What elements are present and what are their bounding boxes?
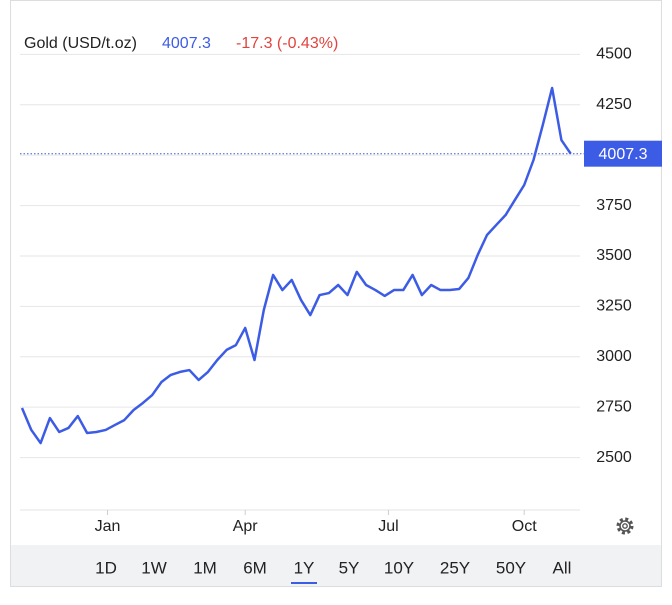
last-price-box — [584, 140, 662, 167]
frame — [10, 0, 662, 587]
y-tick-label: 2500 — [596, 449, 632, 466]
range-button[interactable]: 1Y — [294, 558, 315, 577]
instrument-title: Gold (USD/t.oz) — [24, 35, 137, 52]
x-tick-label: Jul — [378, 518, 398, 535]
range-button[interactable]: 25Y — [440, 558, 470, 577]
range-button[interactable]: 1M — [193, 558, 217, 577]
y-tick-label: 3500 — [596, 247, 632, 264]
header-price: 4007.3 — [162, 35, 211, 52]
range-button[interactable]: 5Y — [339, 558, 360, 577]
price-change: -17.3 (-0.43%) — [236, 35, 338, 52]
range-button[interactable]: 1W — [141, 558, 167, 577]
y-tick-label: 4250 — [596, 96, 632, 113]
y-tick-label: 3250 — [596, 298, 632, 315]
x-tick-label: Apr — [233, 518, 259, 535]
settings-icon[interactable] — [616, 517, 634, 535]
y-tick-label: 3750 — [596, 197, 632, 214]
range-bar — [11, 545, 661, 586]
y-tick-label: 2750 — [596, 398, 632, 415]
x-tick-label: Jan — [95, 518, 121, 535]
x-tick-label: Oct — [512, 518, 537, 535]
range-button[interactable]: All — [553, 558, 572, 577]
range-button[interactable]: 10Y — [384, 558, 414, 577]
range-button[interactable]: 50Y — [496, 558, 526, 577]
price-line — [20, 86, 572, 445]
range-button[interactable]: 6M — [243, 558, 267, 577]
last-price-label: 4007.3 — [599, 146, 648, 163]
y-tick-label: 4500 — [596, 46, 632, 63]
range-button[interactable]: 1D — [95, 558, 117, 577]
y-tick-label: 3000 — [596, 348, 632, 365]
